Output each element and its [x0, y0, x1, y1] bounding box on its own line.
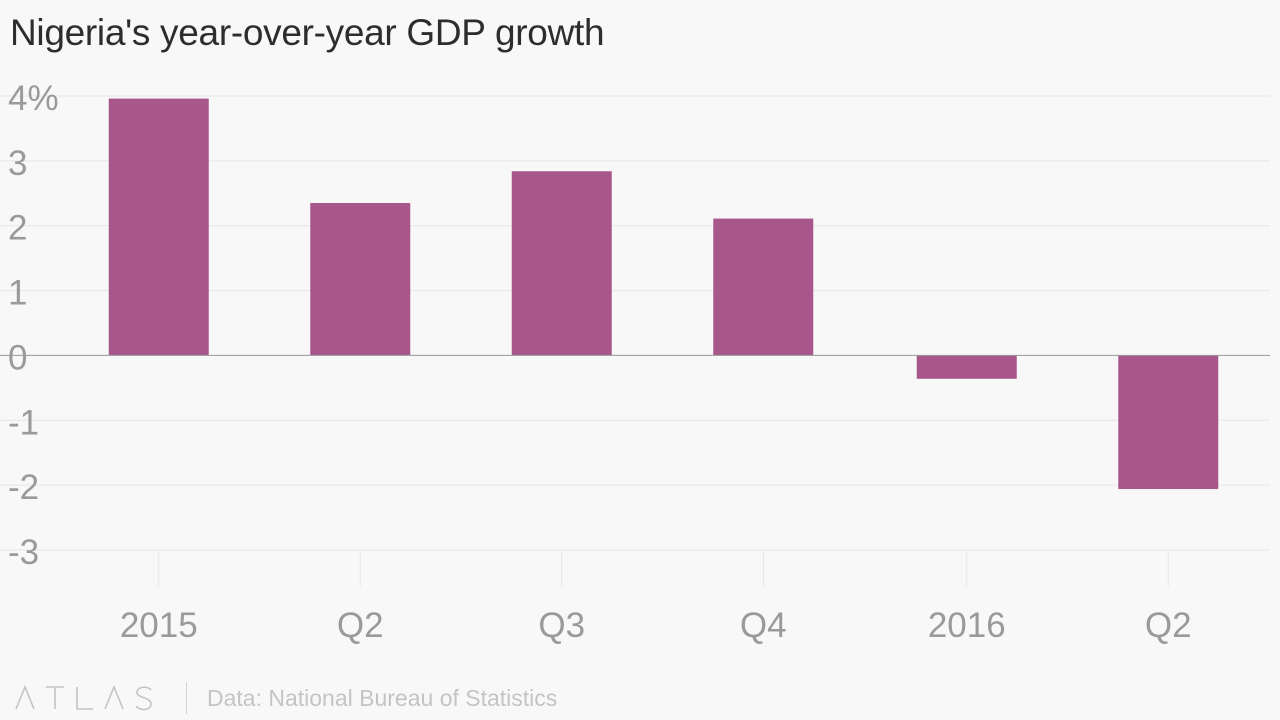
y-tick-label: -2 — [8, 468, 39, 507]
y-tick-label: 1 — [8, 274, 27, 313]
footer-divider — [186, 682, 187, 714]
y-tick-label: 0 — [8, 338, 27, 377]
bar-4 — [713, 218, 814, 356]
x-tick-label: Q3 — [538, 606, 585, 645]
x-tick-label: 2015 — [120, 606, 198, 645]
bar-1 — [108, 98, 209, 356]
bar-3 — [511, 171, 612, 356]
x-tick-label: Q2 — [337, 606, 384, 645]
footer: Data: National Bureau of Statistics — [14, 678, 557, 718]
y-tick-label: 4% — [8, 79, 59, 118]
bar-chart: 4% 3 2 1 0 -1 -2 -3 2015 Q2 Q3 Q4 2016 Q2 — [0, 79, 1270, 645]
x-tick-label: Q2 — [1145, 606, 1192, 645]
bar-2 — [310, 203, 411, 356]
y-tick-label: -3 — [8, 533, 39, 572]
atlas-logo — [14, 683, 164, 713]
y-tick-label: 3 — [8, 144, 27, 183]
x-tick-label: 2016 — [928, 606, 1006, 645]
x-tick-label: Q4 — [740, 606, 787, 645]
atlas-logo-icon — [15, 684, 152, 711]
bar-6 — [1118, 355, 1219, 490]
chart-title: Nigeria's year-over-year GDP growth — [10, 12, 605, 53]
y-tick-label: -1 — [8, 403, 39, 442]
data-source: Data: National Bureau of Statistics — [207, 684, 558, 711]
y-tick-label: 2 — [8, 209, 27, 248]
bar-5 — [916, 355, 1017, 379]
